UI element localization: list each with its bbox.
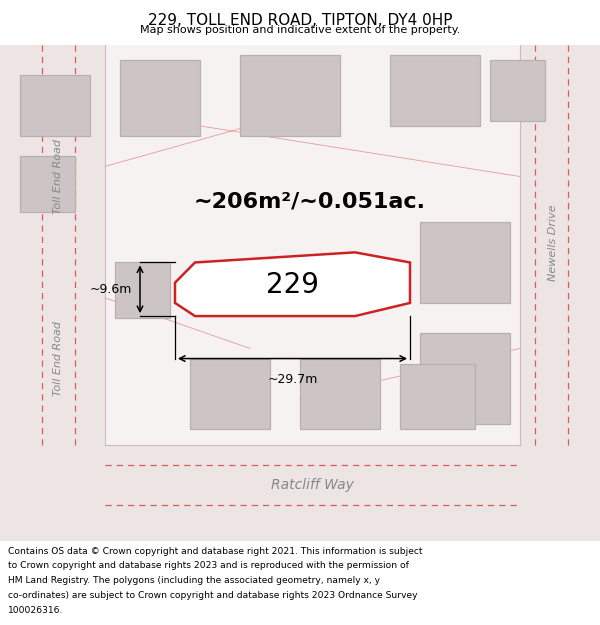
Text: ~206m²/~0.051ac.: ~206m²/~0.051ac. (194, 192, 426, 212)
Polygon shape (175, 253, 410, 316)
Text: to Crown copyright and database rights 2023 and is reproduced with the permissio: to Crown copyright and database rights 2… (8, 561, 409, 570)
Text: Newells Drive: Newells Drive (548, 204, 558, 281)
Bar (420, 333, 510, 424)
Text: HM Land Registry. The polygons (including the associated geometry, namely x, y: HM Land Registry. The polygons (includin… (8, 576, 380, 585)
Bar (115, 262, 170, 318)
Text: Contains OS data © Crown copyright and database right 2021. This information is : Contains OS data © Crown copyright and d… (8, 546, 422, 556)
Text: Ratcliff Way: Ratcliff Way (271, 478, 353, 492)
Bar (20, 156, 75, 212)
Bar (300, 359, 380, 429)
Bar (0, 444, 600, 541)
Bar (105, 45, 520, 444)
Bar (120, 60, 200, 136)
Bar (190, 359, 270, 429)
Bar (490, 60, 545, 121)
Bar (390, 55, 480, 126)
Text: co-ordinates) are subject to Crown copyright and database rights 2023 Ordnance S: co-ordinates) are subject to Crown copyr… (8, 591, 418, 600)
Bar (420, 222, 510, 303)
Bar (20, 76, 90, 136)
Bar (400, 364, 475, 429)
Text: ~29.7m: ~29.7m (268, 372, 317, 386)
Bar (240, 55, 340, 136)
Bar (0, 45, 105, 541)
Text: 229, TOLL END ROAD, TIPTON, DY4 0HP: 229, TOLL END ROAD, TIPTON, DY4 0HP (148, 12, 452, 28)
Text: Toll End Road: Toll End Road (53, 321, 63, 396)
Bar (520, 45, 600, 541)
Text: Map shows position and indicative extent of the property.: Map shows position and indicative extent… (140, 25, 460, 35)
Text: Toll End Road: Toll End Road (53, 139, 63, 214)
Text: 229: 229 (265, 271, 319, 299)
Text: 100026316.: 100026316. (8, 606, 63, 614)
Text: ~9.6m: ~9.6m (89, 282, 132, 296)
